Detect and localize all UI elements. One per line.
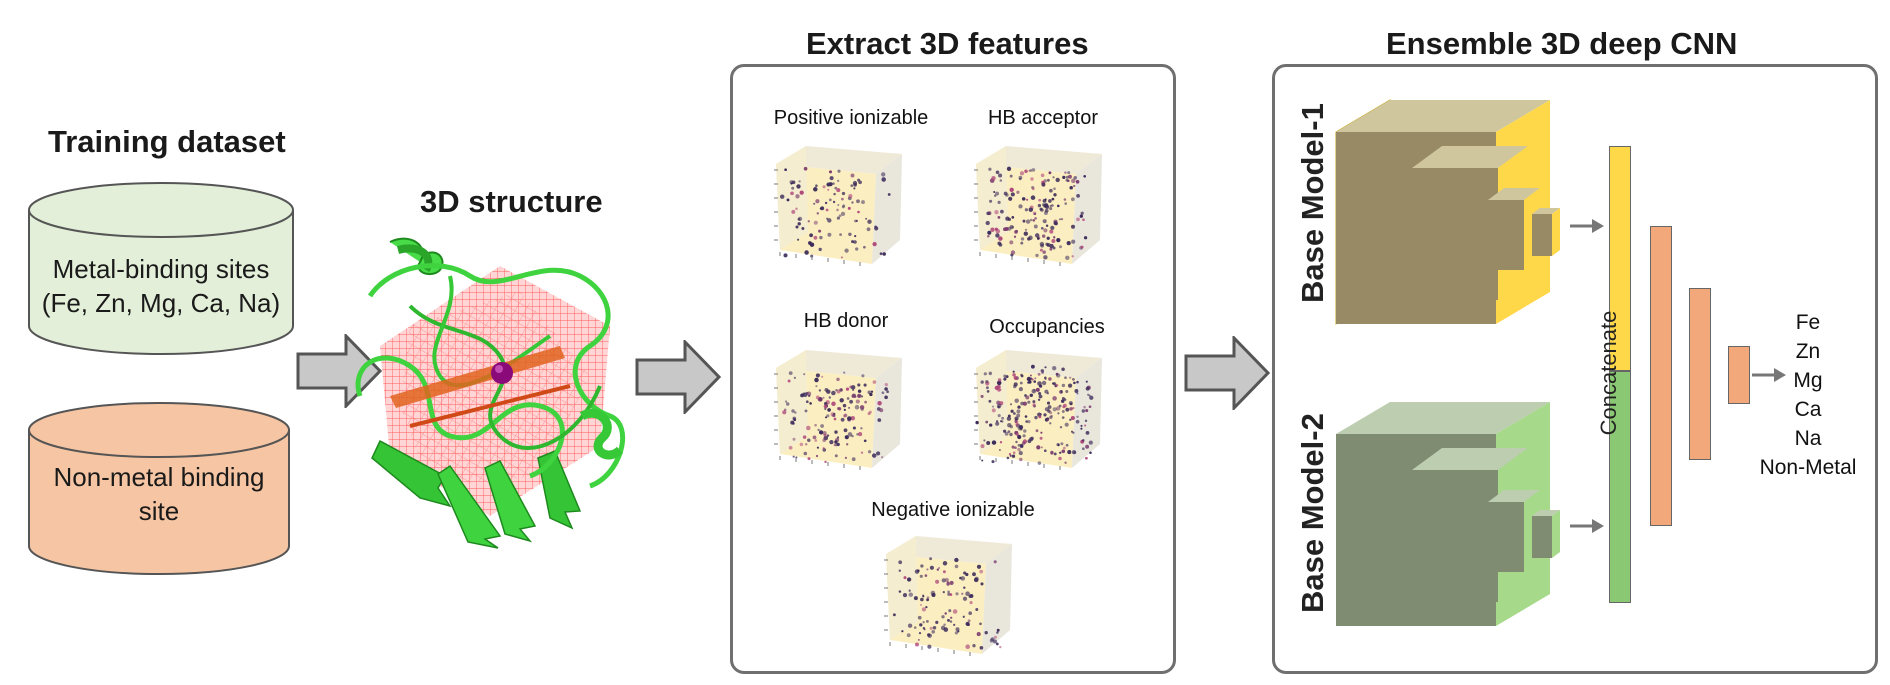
output-fe: Fe	[1795, 311, 1821, 334]
output-zn: Zn	[1795, 340, 1821, 363]
ensemble-title: Ensemble 3D deep CNN	[1386, 26, 1738, 61]
feature-label-negative-ionizable: Negative ionizable	[871, 499, 1035, 521]
metal-binding-cylinder	[28, 182, 294, 355]
metal-binding-line-2: (Fe, Zn, Mg, Ca, Na)	[41, 288, 281, 318]
feature-plot-negative-ionizable	[884, 536, 1012, 656]
flow-arrow-3	[1184, 336, 1270, 410]
base-model-1-label: Base Model-1	[1295, 103, 1330, 303]
protein-structure-image	[355, 237, 626, 549]
feature-label-hb-acceptor: HB acceptor	[987, 107, 1099, 129]
concat-layer-model-1	[1609, 146, 1631, 371]
flow-arrow-2	[635, 340, 721, 414]
metal-binding-line-1: Metal-binding sites	[52, 254, 270, 284]
metal-binding-label: Metal-binding sites (Fe, Zn, Mg, Ca, Na)	[26, 252, 296, 320]
base-model-2-label: Base Model-2	[1295, 413, 1330, 613]
feature-label-positive-ionizable: Positive ionizable	[773, 107, 929, 129]
feature-plot-occupancies	[974, 350, 1102, 470]
training-dataset-title: Training dataset	[48, 124, 286, 159]
base-model-1-network	[1335, 99, 1560, 325]
output-ca: Ca	[1794, 398, 1822, 421]
feature-plot-hb-acceptor	[974, 146, 1102, 266]
concatenate-label: Concatenate	[1596, 310, 1621, 436]
nonmetal-binding-line-1: Non-metal binding	[53, 462, 265, 492]
dense-layer-3	[1728, 346, 1750, 404]
nonmetal-binding-label: Non-metal binding site	[26, 460, 292, 528]
feature-label-occupancies: Occupancies	[989, 316, 1105, 338]
feature-plot-positive-ionizable	[774, 146, 902, 266]
output-non-metal: Non-Metal	[1759, 456, 1857, 479]
nonmetal-binding-line-2: site	[138, 496, 180, 526]
dense-layer-1	[1650, 226, 1672, 526]
ensemble-panel	[1272, 64, 1878, 674]
output-mg: Mg	[1793, 369, 1823, 392]
output-classes: Fe Zn Mg Ca Na Non-Metal	[1746, 308, 1870, 482]
base-model-2-network	[1336, 402, 1560, 626]
dense-layer-2	[1689, 288, 1711, 460]
feature-plot-hb-donor	[774, 350, 902, 470]
features-panel	[730, 64, 1176, 674]
feature-label-hb-donor: HB donor	[803, 310, 889, 332]
nonmetal-binding-cylinder	[28, 402, 290, 575]
model-2-output-arrow	[1570, 519, 1604, 533]
structure-title: 3D structure	[420, 184, 603, 219]
prediction-arrow	[1752, 368, 1786, 382]
output-na: Na	[1794, 427, 1822, 450]
features-title: Extract 3D features	[806, 26, 1089, 61]
concat-layer-model-2	[1609, 371, 1631, 603]
model-1-output-arrow	[1570, 219, 1604, 233]
